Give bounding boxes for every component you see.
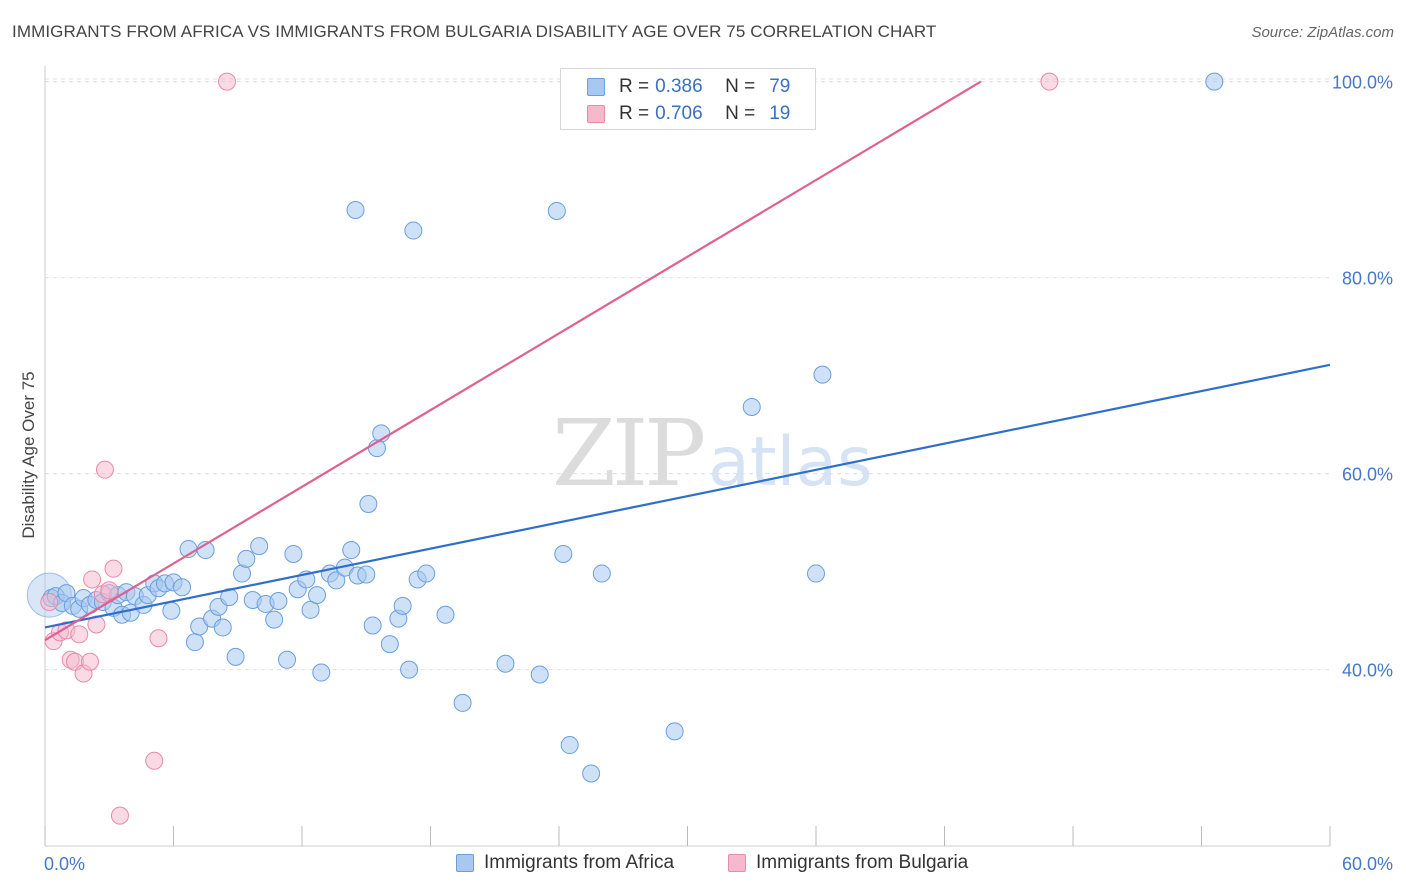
bulgaria-point [95,460,114,479]
y-axis-title: Disability Age Over 75 [19,371,38,538]
africa-point [496,654,515,673]
africa-point [250,537,269,556]
bulgaria-point [104,559,123,578]
n-label: N = [725,103,756,124]
n-value: 19 [769,103,791,124]
legend-label-africa: Immigrants from Africa [484,852,675,873]
watermark-zip: ZIP [552,400,706,507]
africa-point [1205,72,1224,91]
source-credit: Source: ZipAtlas.com [1251,24,1394,41]
africa-point [453,693,472,712]
africa-point [226,647,245,666]
trend-lines [44,80,1331,642]
africa-point [357,565,376,584]
africa-point [278,650,297,669]
africa-swatch [587,78,605,96]
legend-label-bulgaria: Immigrants from Bulgaria [756,852,969,873]
africa-point [342,541,361,560]
africa-trend-line [44,363,1331,629]
africa-point [269,592,288,610]
bulgaria-point [218,72,237,91]
africa-point [404,221,423,240]
africa-point [380,635,399,654]
africa-swatch [456,854,474,872]
africa-points [26,72,1224,783]
africa-point [742,397,761,416]
bulgaria-point [40,592,59,611]
africa-point [265,610,284,629]
n-value: 79 [769,76,791,97]
r-value: 0.386 [655,76,703,97]
y-tick-label: 60.0% [1342,465,1393,485]
legend-row-bulgaria: R = 0.706 N = 19 [587,103,790,125]
africa-point [807,564,825,583]
tick-labels: 40.0% 60.0% 80.0% 100.0% 0.0% 60.0% Disability… [19,73,1393,874]
bulgaria-point [145,751,164,770]
africa-point [400,660,419,679]
africa-point [359,494,378,513]
africa-point [220,588,239,607]
africa-point [312,663,331,682]
n-label: N = [725,76,756,97]
africa-point [307,586,326,605]
watermark-atlas: atlas [708,423,873,502]
bulgaria-point [83,570,102,589]
legend-item-africa[interactable]: Immigrants from Africa [456,852,674,874]
bulgaria-point [100,581,119,600]
bulgaria-swatch [728,854,746,872]
y-tick-label: 40.0% [1342,661,1393,681]
chart-title: IMMIGRANTS FROM AFRICA VS IMMIGRANTS FRO… [12,22,937,41]
legend-row-africa: R = 0.386 N = 79 [587,76,790,98]
africa-point [162,601,181,620]
bulgaria-point [149,629,168,648]
bulgaria-points [40,72,1059,825]
watermark: ZIPatlas [552,400,873,507]
africa-point [363,616,382,635]
africa-point [185,633,204,652]
correlation-legend: R = 0.386 N = 79 R = 0.706 N = 19 [560,68,816,130]
x-tick-label: 60.0% [1342,854,1393,874]
africa-point [547,201,566,220]
africa-point [393,596,412,615]
africa-point [560,736,579,755]
legend-item-bulgaria[interactable]: Immigrants from Bulgaria [728,852,968,874]
africa-point [284,544,303,563]
africa-point [813,365,832,384]
africa-point [327,571,346,590]
africa-point [436,605,455,624]
r-label: R = [619,76,650,97]
y-tick-label: 80.0% [1342,269,1393,289]
africa-point [665,722,684,741]
bulgaria-swatch [587,105,605,123]
bulgaria-point [80,652,99,671]
axes [44,66,1331,847]
africa-point [582,764,601,783]
africa-point [346,200,365,219]
x-tick-label: 0.0% [44,854,85,874]
africa-point [530,665,549,684]
africa-point [554,544,573,563]
y-tick-label: 100.0% [1332,73,1393,93]
r-value: 0.706 [655,103,703,124]
bulgaria-point [1040,72,1059,91]
bulgaria-point [70,625,89,644]
africa-point [237,549,256,568]
r-label: R = [619,103,650,124]
bulgaria-point [110,806,129,825]
africa-point [173,578,192,597]
africa-point [592,564,611,583]
bulgaria-trend-line [44,80,982,642]
africa-point [213,618,232,637]
africa-point [417,564,436,583]
